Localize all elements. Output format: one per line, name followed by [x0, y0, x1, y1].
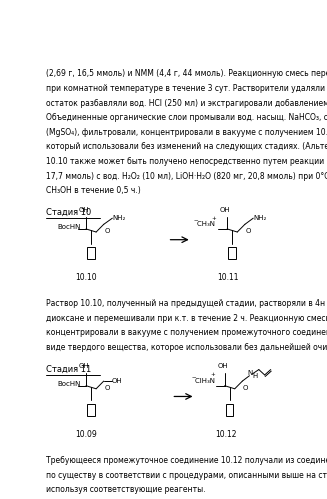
- Text: Объединенные органические слои промывали вод. насыщ. NaHCO₃, сушили: Объединенные органические слои промывали…: [46, 113, 327, 122]
- Text: 10.09: 10.09: [76, 430, 97, 439]
- Text: используя соответствующие реагенты.: используя соответствующие реагенты.: [46, 485, 205, 494]
- Text: 10.10 также может быть получено непосредственно путем реакции 10.06 (4,5 г,: 10.10 также может быть получено непосред…: [46, 157, 327, 166]
- Text: OH: OH: [217, 363, 228, 369]
- Text: 17,7 ммоль) с вод. H₂O₂ (10 мл), LiOH·H₂O (820 мг, 20,8 ммоль) при 0°C в 50 мл: 17,7 ммоль) с вод. H₂O₂ (10 мл), LiOH·H₂…: [46, 172, 327, 181]
- Text: BocHN: BocHN: [57, 224, 81, 230]
- Text: (2,69 г, 16,5 ммоль) и NMM (4,4 г, 44 ммоль). Реакционную смесь перемешивали: (2,69 г, 16,5 ммоль) и NMM (4,4 г, 44 мм…: [46, 69, 327, 78]
- Text: OH: OH: [112, 378, 123, 384]
- Bar: [228, 248, 236, 259]
- Text: NH₂: NH₂: [253, 215, 267, 221]
- Text: BocHN: BocHN: [57, 381, 81, 387]
- Bar: [226, 404, 233, 416]
- Text: концентрировали в вакууме с получением промежуточного соединения 10.11 в: концентрировали в вакууме с получением п…: [46, 328, 327, 337]
- Text: Требующееся промежуточное соединение 10.12 получали из соединения 10.09: Требующееся промежуточное соединение 10.…: [46, 456, 327, 465]
- Text: ̅ClH₃N: ̅ClH₃N: [196, 378, 215, 384]
- Text: OH: OH: [79, 363, 90, 369]
- Text: OH: OH: [220, 207, 231, 213]
- Text: OH: OH: [79, 207, 90, 213]
- Text: O: O: [243, 385, 248, 391]
- Text: +: +: [210, 372, 215, 377]
- Text: остаток разбавляли вод. HCl (250 мл) и экстрагировали добавлением CH₂Cl₂.: остаток разбавляли вод. HCl (250 мл) и э…: [46, 99, 327, 108]
- Text: N: N: [248, 370, 253, 376]
- Bar: [87, 404, 95, 416]
- Text: O: O: [104, 228, 110, 234]
- Text: NH₂: NH₂: [112, 215, 126, 221]
- Bar: [87, 248, 95, 259]
- Text: ̅CH₃N: ̅CH₃N: [198, 222, 216, 228]
- Text: который использовали без изменений на следующих стадиях. (Альтернативно: который использовали без изменений на сл…: [46, 143, 327, 152]
- Text: O: O: [245, 228, 251, 234]
- Text: O: O: [104, 385, 110, 391]
- Text: +: +: [212, 216, 216, 221]
- Text: 10.10: 10.10: [76, 273, 97, 282]
- Text: по существу в соответствии с процедурами, описанными выше на стадиях 9, 10,: по существу в соответствии с процедурами…: [46, 471, 327, 480]
- Text: CH₃OH в течение 0,5 ч.): CH₃OH в течение 0,5 ч.): [46, 186, 141, 195]
- Text: диоксане и перемешивали при к.т. в течение 2 ч. Реакционную смесь: диоксане и перемешивали при к.т. в течен…: [46, 314, 327, 323]
- Text: Стадия 11: Стадия 11: [46, 365, 91, 374]
- Text: 10.12: 10.12: [215, 430, 237, 439]
- Text: Раствор 10.10, полученный на предыдущей стадии, растворяли в 4н HCl в: Раствор 10.10, полученный на предыдущей …: [46, 299, 327, 308]
- Text: H: H: [252, 373, 257, 379]
- Text: (MgSO₄), фильтровали, концентрировали в вакууме с получением 10.10,: (MgSO₄), фильтровали, концентрировали в …: [46, 128, 327, 137]
- Text: Стадия 10: Стадия 10: [46, 208, 91, 217]
- Text: виде твердого вещества, которое использовали без дальнейшей очистки.: виде твердого вещества, которое использо…: [46, 343, 327, 352]
- Text: при комнатной температуре в течение 3 сут. Растворители удаляли в вакууме и: при комнатной температуре в течение 3 су…: [46, 84, 327, 93]
- Text: 10.11: 10.11: [218, 273, 239, 282]
